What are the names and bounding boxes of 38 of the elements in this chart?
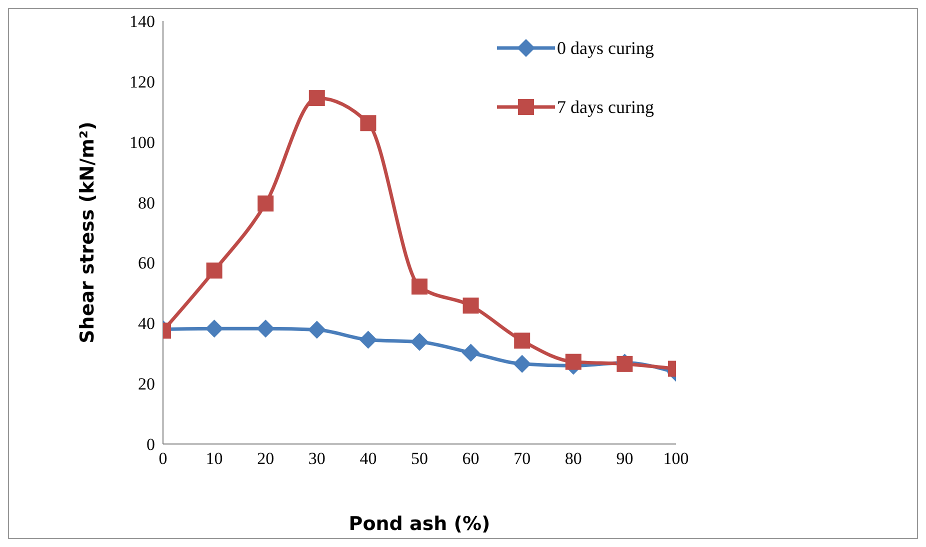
y-tick-label: 140 (130, 12, 155, 32)
point (258, 195, 274, 212)
x-tick-label: 20 (257, 449, 274, 468)
x-tick-label: 30 (308, 449, 326, 468)
point (462, 298, 479, 314)
x-tick-label: 10 (206, 449, 223, 468)
y-tick-label: 40 (138, 314, 155, 334)
y-tick-label: 100 (130, 132, 155, 152)
x-tick-label: 80 (564, 449, 582, 468)
point (565, 354, 582, 370)
legend-label: 7 days curing (557, 96, 654, 118)
x-tick-label: 90 (616, 449, 634, 468)
point (308, 90, 325, 106)
point (410, 332, 428, 351)
point (412, 278, 428, 295)
point (205, 320, 224, 338)
y-tick-label: 80 (138, 193, 155, 212)
point (462, 344, 480, 362)
x-tick-label: 70 (514, 449, 531, 468)
y-tick-label: 0 (146, 435, 155, 454)
x-tick-label: 50 (411, 449, 428, 468)
x-axis-title: Pond ash (%) (348, 513, 490, 535)
y-tick-label: 60 (138, 254, 155, 273)
y-axis-title: Shear stress (kN/m²) (76, 122, 99, 344)
x-tick-label: 100 (663, 449, 689, 468)
point (360, 115, 376, 132)
point (256, 320, 275, 338)
y-tick-label: 20 (138, 374, 155, 394)
point (308, 320, 326, 339)
legend-label: 0 days curing (557, 38, 654, 58)
y-tick-label: 120 (130, 72, 155, 92)
point (514, 332, 530, 349)
x-tick-label: 60 (462, 449, 480, 468)
point (206, 262, 222, 279)
x-tick-label: 40 (360, 449, 377, 468)
point (513, 354, 532, 373)
point (359, 330, 378, 349)
x-tick-label: 0 (158, 449, 168, 468)
